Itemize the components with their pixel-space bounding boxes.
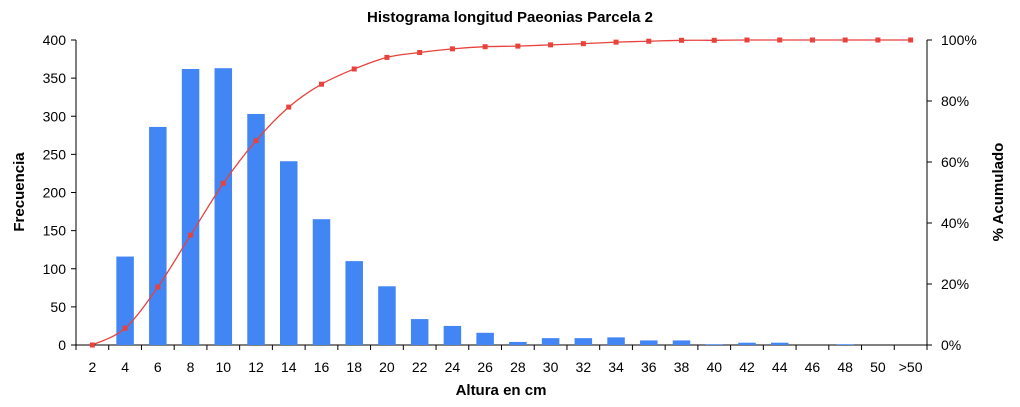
y2-tick-label: 100% bbox=[941, 32, 977, 48]
cumulative-line bbox=[92, 39, 911, 346]
cumulative-point bbox=[842, 37, 848, 43]
cumulative-point bbox=[580, 41, 586, 47]
cumulative-point bbox=[286, 104, 292, 110]
cumulative-point bbox=[548, 42, 554, 48]
histogram-bar bbox=[116, 256, 134, 345]
x-tick-label: 22 bbox=[412, 359, 428, 375]
x-tick-label: 50 bbox=[870, 359, 886, 375]
histogram-bar bbox=[410, 319, 429, 345]
y-tick-label: 50 bbox=[50, 299, 66, 315]
x-tick-label: 48 bbox=[837, 359, 853, 375]
cumulative-point bbox=[679, 37, 685, 43]
cumulative-point bbox=[613, 39, 619, 45]
x-tick-label: 34 bbox=[608, 359, 624, 375]
cumulative-point bbox=[89, 342, 95, 348]
histogram-bar bbox=[509, 341, 527, 345]
cumulative-point bbox=[220, 180, 226, 186]
cumulative-point bbox=[351, 66, 357, 72]
x-tick-label: 32 bbox=[576, 359, 592, 375]
y-tick-label: 250 bbox=[43, 146, 67, 162]
y-tick-label: 350 bbox=[43, 70, 67, 86]
cumulative-point bbox=[875, 37, 881, 43]
cumulative-point bbox=[646, 38, 652, 44]
histogram-bar bbox=[443, 325, 462, 345]
x-tick-label: 4 bbox=[121, 359, 129, 375]
cumulative-point bbox=[711, 37, 717, 43]
cumulative-point bbox=[744, 37, 750, 43]
x-tick-label: 6 bbox=[154, 359, 162, 375]
histogram-bar bbox=[149, 126, 167, 345]
x-tick-label: 16 bbox=[314, 359, 330, 375]
y2-tick-label: 40% bbox=[941, 215, 969, 231]
x-tick-label: 36 bbox=[641, 359, 657, 375]
histogram-bar bbox=[476, 332, 494, 345]
histogram-bar bbox=[672, 340, 691, 345]
cumulative-point bbox=[777, 37, 783, 43]
x-tick-label: 26 bbox=[477, 359, 493, 375]
x-tick-label: 42 bbox=[739, 359, 755, 375]
x-tick-label: 24 bbox=[445, 359, 461, 375]
histogram-bar bbox=[574, 338, 593, 345]
cumulative-point bbox=[482, 44, 488, 50]
x-tick-label: 46 bbox=[805, 359, 821, 375]
y2-axis-title: % Acumulado bbox=[990, 143, 1007, 242]
histogram-bar bbox=[214, 68, 233, 346]
x-tick-label: 10 bbox=[215, 359, 231, 375]
x-tick-label: 2 bbox=[88, 359, 96, 375]
x-tick-label: 20 bbox=[379, 359, 395, 375]
y2-tick-label: 60% bbox=[941, 154, 969, 170]
chart-title: Histograma longitud Paeonias Parcela 2 bbox=[367, 9, 653, 26]
y-axis-title: Frecuencia bbox=[11, 152, 28, 232]
cumulative-point bbox=[122, 325, 128, 331]
x-tick-label: 40 bbox=[706, 359, 722, 375]
cumulative-point bbox=[155, 284, 161, 290]
y2-tick-label: 20% bbox=[941, 276, 969, 292]
histogram-bar bbox=[640, 340, 658, 345]
histogram-bar bbox=[770, 342, 789, 345]
cumulative-point bbox=[253, 138, 259, 144]
plot-area: 0501001502002503003504000%20%40%60%80%10… bbox=[43, 32, 977, 375]
histogram-bar bbox=[280, 161, 298, 345]
cumulative-point bbox=[188, 232, 194, 238]
histogram-bar bbox=[836, 344, 854, 345]
cumulative-point bbox=[809, 37, 815, 43]
histogram-bar bbox=[705, 344, 723, 345]
x-axis-title: Altura en cm bbox=[456, 382, 547, 399]
x-tick-label: 38 bbox=[674, 359, 690, 375]
cumulative-point bbox=[449, 46, 455, 52]
y-tick-label: 300 bbox=[43, 108, 67, 124]
y-tick-label: 100 bbox=[43, 261, 67, 277]
x-tick-label: 30 bbox=[543, 359, 559, 375]
histogram-bar bbox=[378, 286, 396, 345]
cumulative-point bbox=[318, 81, 324, 87]
histogram-bar bbox=[607, 337, 625, 345]
y2-tick-label: 80% bbox=[941, 93, 969, 109]
y-tick-label: 400 bbox=[43, 32, 67, 48]
cumulative-point bbox=[417, 50, 423, 56]
x-tick-label: 12 bbox=[248, 359, 264, 375]
y-tick-label: 200 bbox=[43, 185, 67, 201]
x-tick-label: >50 bbox=[899, 359, 923, 375]
y-tick-label: 150 bbox=[43, 223, 67, 239]
x-tick-label: 8 bbox=[187, 359, 195, 375]
x-tick-label: 28 bbox=[510, 359, 526, 375]
histogram-bar bbox=[247, 113, 265, 346]
x-tick-label: 44 bbox=[772, 359, 788, 375]
cumulative-point bbox=[384, 54, 390, 60]
histogram-bar bbox=[312, 219, 331, 345]
y2-tick-label: 0% bbox=[941, 337, 961, 353]
cumulative-point bbox=[515, 43, 521, 49]
histogram-bar bbox=[738, 342, 756, 345]
x-tick-label: 18 bbox=[346, 359, 362, 375]
y-tick-label: 0 bbox=[58, 337, 66, 353]
cumulative-point bbox=[908, 37, 914, 43]
x-tick-label: 14 bbox=[281, 359, 297, 375]
histogram-bar bbox=[541, 338, 560, 345]
histogram-bar bbox=[181, 68, 200, 345]
histogram-bar bbox=[345, 261, 363, 345]
